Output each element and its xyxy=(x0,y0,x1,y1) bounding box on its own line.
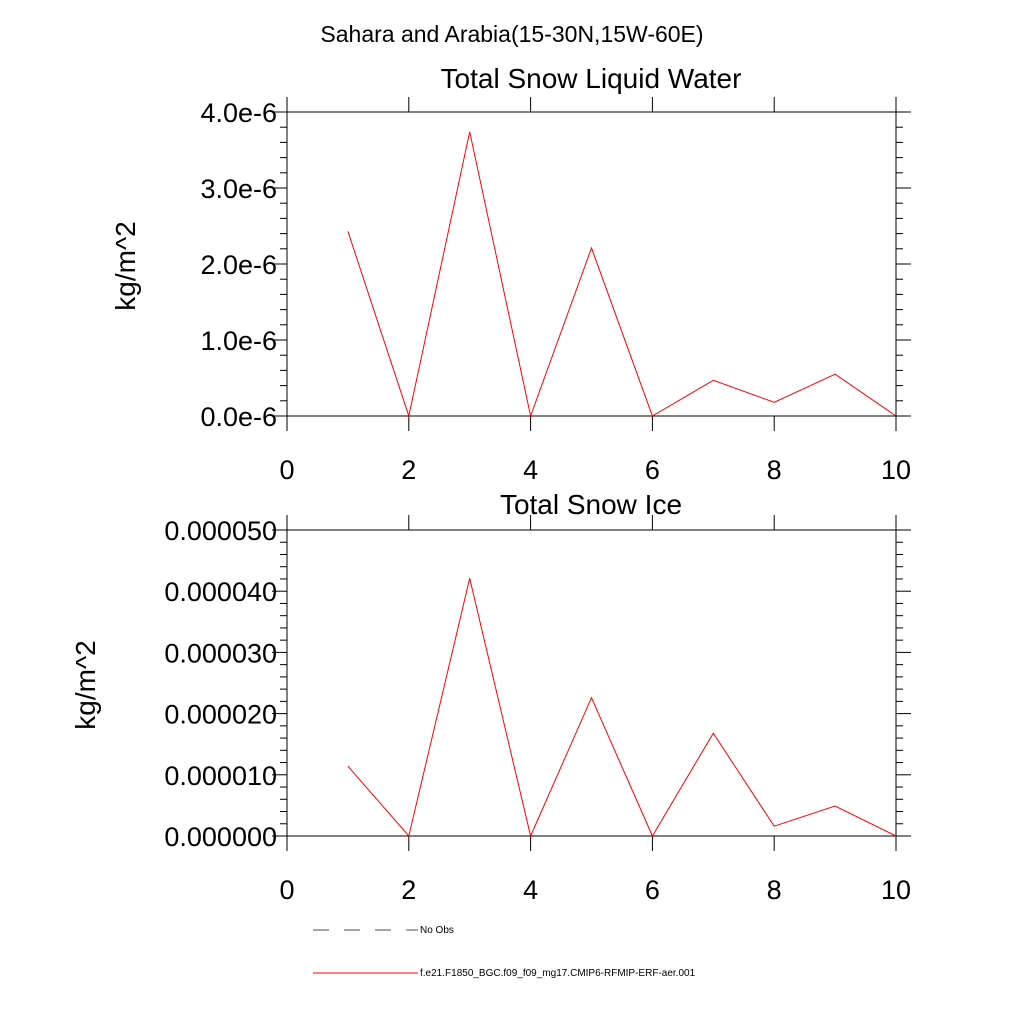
legend-label-model: f.e21.F1850_BGC.f09_f09_mg17.CMIP6-RFMIP… xyxy=(420,968,696,979)
y-tick-label: 4.0e-6 xyxy=(200,98,277,128)
series-line-0 xyxy=(347,578,897,838)
y-tick-label: 0.0e-6 xyxy=(200,402,277,432)
y-tick-label: 0.000050 xyxy=(164,516,277,546)
panel-title: Total Snow Liquid Water xyxy=(441,63,742,94)
y-axis-label: kg/m^2 xyxy=(70,640,101,729)
plot-frame xyxy=(286,111,897,417)
x-tick-label: 10 xyxy=(881,875,911,905)
y-tick-label: 0.000030 xyxy=(164,638,277,668)
y-tick-label: 1.0e-6 xyxy=(200,326,277,356)
x-tick-label: 10 xyxy=(881,455,911,485)
x-tick-label: 2 xyxy=(401,455,416,485)
legend-label-no-obs: No Obs xyxy=(420,925,454,936)
legend: No Obs f.e21.F1850_BGC.f09_f09_mg17.CMIP… xyxy=(313,925,696,979)
y-tick-label: 0.000040 xyxy=(164,577,277,607)
y-tick-label: 3.0e-6 xyxy=(200,174,277,204)
y-tick-label: 0.000000 xyxy=(164,822,277,852)
x-tick-label: 4 xyxy=(523,455,538,485)
y-axis-label: kg/m^2 xyxy=(110,221,141,310)
panel-snow-ice: Total Snow Ice kg/m^2 0 2 4 6 8 10 0.000000 0.0… xyxy=(70,489,911,905)
y-tick-label: 0.000010 xyxy=(164,761,277,791)
x-tick-label: 6 xyxy=(645,875,660,905)
x-tick-label: 8 xyxy=(767,875,782,905)
figure-title: Sahara and Arabia(15-30N,15W-60E) xyxy=(320,21,703,47)
panel-title: Total Snow Ice xyxy=(500,489,682,520)
plot-frame xyxy=(286,529,897,837)
x-tick-label: 2 xyxy=(401,875,416,905)
y-tick-label: 2.0e-6 xyxy=(200,250,277,280)
x-tick-label: 4 xyxy=(523,875,538,905)
series-line-0 xyxy=(347,131,897,418)
x-tick-label: 6 xyxy=(645,455,660,485)
x-tick-label: 0 xyxy=(279,455,294,485)
panel-snow-liquid-water: Total Snow Liquid Water kg/m^2 0 2 4 6 8 10 0.… xyxy=(110,63,911,485)
x-tick-label: 0 xyxy=(279,875,294,905)
y-tick-label: 0.000020 xyxy=(164,700,277,730)
x-tick-label: 8 xyxy=(767,455,782,485)
